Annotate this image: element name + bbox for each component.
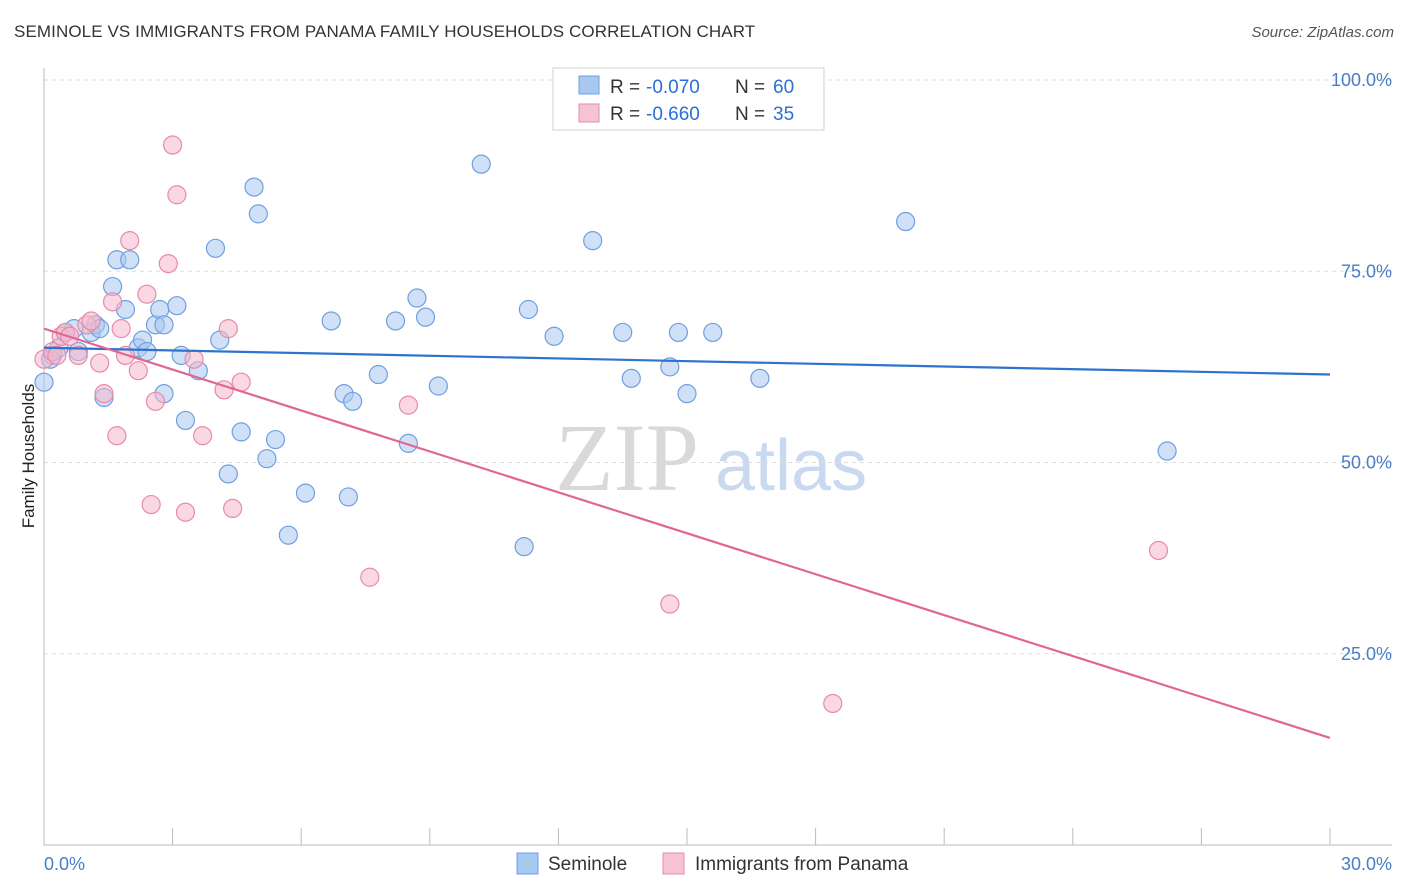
- seminole-point: [120, 250, 140, 270]
- seminole-point: [338, 487, 358, 507]
- y-tick-label-25: 25.0%: [1341, 644, 1392, 664]
- legend-r-value-panama: -0.660: [646, 104, 700, 125]
- seminole-point: [518, 299, 538, 320]
- legend-r-value-seminole: -0.070: [646, 77, 700, 98]
- panama-point: [94, 384, 114, 404]
- x-tick-label-min: 0.0%: [44, 854, 85, 874]
- panama-point: [218, 319, 238, 339]
- bottom-legend-label-seminole: Seminole: [548, 854, 627, 875]
- y-tick-label-75: 75.0%: [1341, 261, 1392, 281]
- trend-lines: [43, 327, 1331, 739]
- seminole-trend-line: [43, 346, 1331, 376]
- seminole-point: [368, 364, 388, 385]
- bottom-legend-swatch-seminole: [516, 852, 539, 875]
- panama-point: [81, 311, 101, 331]
- legend-n-label-panama: N =: [735, 104, 765, 125]
- seminole-point: [167, 296, 187, 316]
- seminole-point: [278, 525, 298, 545]
- panama-point: [175, 502, 196, 522]
- seminole-point: [34, 372, 54, 392]
- seminole-point: [428, 376, 448, 396]
- panama-point: [137, 284, 157, 304]
- seminole-point: [1157, 441, 1177, 461]
- panama-point: [145, 391, 166, 411]
- legend-box: R = -0.070 N = 60 R = -0.660 N = 35: [552, 67, 825, 131]
- seminole-point: [677, 384, 697, 404]
- seminole-point: [248, 204, 268, 224]
- seminole-point: [514, 537, 534, 557]
- watermark-zip: ZIP: [555, 404, 699, 511]
- seminole-point: [703, 322, 723, 343]
- y-tick-label-100: 100.0%: [1331, 70, 1392, 90]
- panama-points: [34, 135, 1169, 714]
- seminole-point: [668, 322, 689, 343]
- seminole-point: [415, 307, 436, 327]
- y-axis-label: Family Households: [19, 384, 38, 529]
- seminole-point: [218, 464, 238, 484]
- x-tick-label-max: 30.0%: [1341, 854, 1392, 874]
- panama-point: [167, 185, 187, 205]
- seminole-point: [407, 288, 427, 308]
- panama-point: [102, 292, 123, 312]
- legend-swatch-seminole: [578, 75, 600, 95]
- seminole-point: [137, 341, 157, 362]
- bottom-legend-label-panama: Immigrants from Panama: [695, 854, 909, 875]
- seminole-point: [583, 231, 603, 251]
- panama-point: [823, 693, 843, 714]
- watermark-atlas: atlas: [715, 426, 867, 506]
- legend-n-value-seminole: 60: [773, 77, 794, 98]
- panama-point: [1148, 540, 1169, 561]
- chart-title: SEMINOLE VS IMMIGRANTS FROM PANAMA FAMIL…: [14, 22, 756, 41]
- seminole-point: [231, 422, 251, 442]
- y-tick-labels: 25.0% 50.0% 75.0% 100.0%: [1331, 70, 1392, 664]
- seminole-point: [343, 391, 363, 411]
- legend-r-label-seminole: R =: [610, 77, 640, 98]
- seminole-point: [471, 154, 491, 174]
- seminole-point: [244, 177, 264, 197]
- panama-point: [128, 361, 148, 381]
- bottom-legend: Seminole Immigrants from Panama: [516, 852, 909, 875]
- panama-point: [193, 426, 213, 446]
- panama-point: [111, 319, 131, 339]
- panama-point: [90, 353, 110, 373]
- panama-point: [184, 349, 204, 369]
- seminole-point: [385, 311, 406, 331]
- panama-point: [120, 231, 140, 251]
- seminole-point: [265, 429, 286, 450]
- seminole-point: [750, 368, 770, 388]
- seminole-point: [660, 357, 680, 377]
- panama-point: [158, 254, 178, 274]
- x-ticks: [43, 828, 1331, 845]
- panama-point: [223, 498, 243, 518]
- seminole-point: [257, 449, 277, 469]
- panama-point: [360, 567, 380, 587]
- bottom-legend-swatch-panama: [662, 852, 685, 875]
- legend-swatch-panama: [578, 103, 600, 123]
- seminole-point: [896, 211, 916, 232]
- panama-point: [660, 594, 680, 614]
- seminole-point: [154, 315, 174, 335]
- seminole-point: [613, 322, 633, 343]
- panama-point: [398, 395, 418, 415]
- seminole-point: [544, 326, 564, 346]
- panama-point: [68, 345, 88, 365]
- y-tick-label-50: 50.0%: [1341, 453, 1392, 473]
- panama-point: [47, 345, 67, 365]
- seminole-point: [621, 368, 641, 388]
- seminole-point: [321, 311, 341, 331]
- legend-n-label-seminole: N =: [735, 77, 765, 98]
- source-label: Source: ZipAtlas.com: [1251, 24, 1394, 41]
- seminole-point: [398, 433, 418, 453]
- seminole-point: [295, 483, 316, 503]
- panama-trend-line: [43, 327, 1331, 739]
- legend-r-label-panama: R =: [610, 104, 640, 125]
- panama-point: [163, 135, 183, 155]
- panama-point: [141, 494, 161, 515]
- seminole-point: [175, 410, 196, 431]
- panama-point: [107, 426, 127, 446]
- legend-n-value-panama: 35: [773, 104, 794, 125]
- seminole-point: [205, 238, 226, 258]
- gridlines: [44, 79, 1392, 655]
